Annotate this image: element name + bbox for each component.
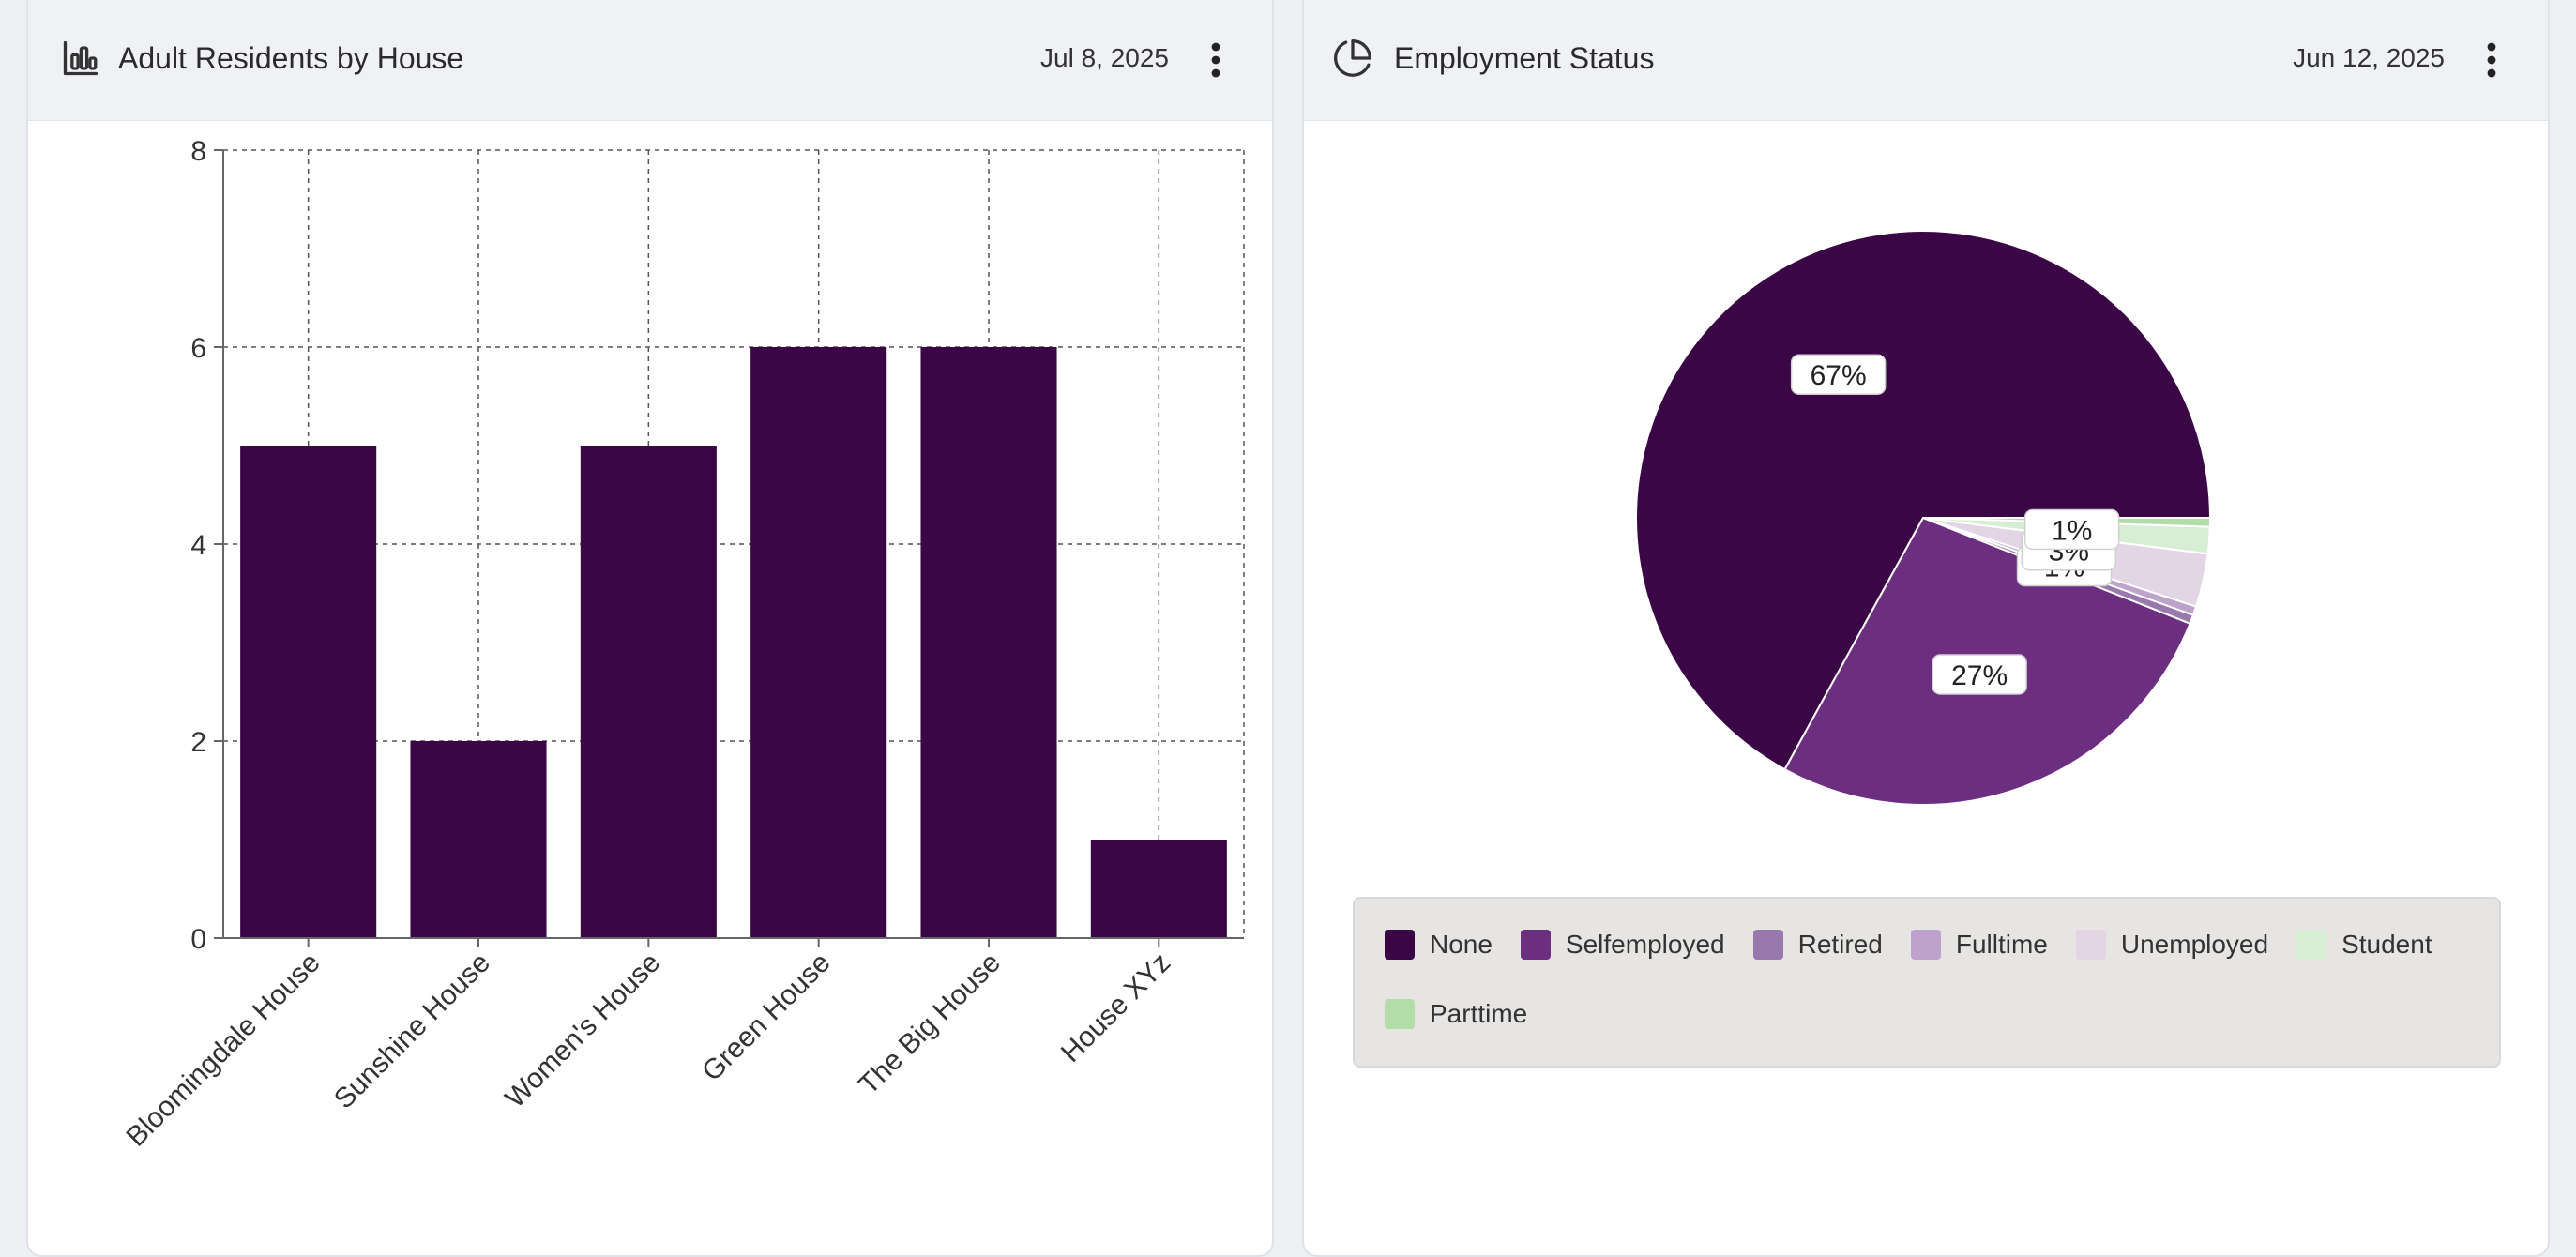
bars bbox=[240, 347, 1227, 938]
y-tick-label: 4 bbox=[190, 530, 206, 561]
adult-residents-card-header: Adult Residents by House Jul 8, 2025 bbox=[28, 0, 1272, 121]
pie-percent-label-box bbox=[1790, 354, 1887, 395]
legend-label: None bbox=[1430, 930, 1493, 959]
pie-slices bbox=[1635, 230, 2212, 806]
x-tick-label: House XYz bbox=[1055, 947, 1176, 1068]
pie-percent-label: 1% bbox=[2023, 508, 2120, 551]
bar bbox=[750, 347, 887, 938]
pie-percent-label: 67% bbox=[1790, 354, 1887, 395]
y-tick-label: 8 bbox=[190, 136, 206, 167]
employment-status-card-header: Employment Status Jun 12, 2025 bbox=[1304, 0, 2548, 121]
pie-percent-label-box bbox=[1932, 654, 2027, 695]
legend-swatch bbox=[2296, 930, 2327, 960]
legend-item[interactable]: Fulltime bbox=[1910, 927, 2048, 962]
legend-swatch bbox=[1385, 930, 1415, 960]
card-title: Adult Residents by House bbox=[118, 41, 464, 75]
pie-percent-label-text: 1% bbox=[2052, 515, 2092, 546]
legend-label: Selfemployed bbox=[1565, 930, 1725, 959]
card-date: Jun 12, 2025 bbox=[2293, 43, 2445, 72]
more-options-icon[interactable] bbox=[1205, 41, 1227, 79]
legend-label: Retired bbox=[1797, 930, 1883, 959]
x-tick-label: Green House bbox=[696, 947, 837, 1088]
legend-swatch bbox=[1910, 930, 1941, 960]
legend-item[interactable]: Student bbox=[2296, 927, 2432, 962]
x-tick-label: Bloomingdale House bbox=[121, 947, 326, 1153]
card-title: Employment Status bbox=[1394, 41, 1655, 75]
legend-item[interactable]: Unemployed bbox=[2075, 927, 2269, 962]
legend-item[interactable]: Selfemployed bbox=[1520, 927, 1725, 962]
legend-swatch bbox=[2075, 930, 2106, 960]
legend-item[interactable]: Retired bbox=[1752, 927, 1883, 962]
bar bbox=[410, 741, 547, 938]
pie-percent-label-text: 27% bbox=[1951, 660, 2008, 691]
legend-swatch bbox=[1385, 999, 1415, 1029]
y-tick-label: 0 bbox=[190, 924, 206, 955]
legend-label: Parttime bbox=[1430, 999, 1528, 1028]
legend-item[interactable]: Parttime bbox=[1385, 996, 1527, 1032]
more-options-icon[interactable] bbox=[2480, 41, 2503, 79]
legend-swatch bbox=[1752, 930, 1783, 960]
card-date: Jul 8, 2025 bbox=[1040, 43, 1169, 72]
x-tick-label: Women's House bbox=[499, 947, 666, 1114]
adult-residents-card: Adult Residents by House Jul 8, 2025 0 2 4… bbox=[26, 0, 1274, 1257]
bar bbox=[920, 347, 1057, 938]
pie-slice bbox=[1635, 230, 2212, 771]
legend-label: Student bbox=[2341, 930, 2432, 959]
pie-chart-icon bbox=[1334, 39, 1371, 77]
y-tick-label: 2 bbox=[190, 727, 206, 758]
pie-legend: None Selfemployed Retired Fulltime Unemploye… bbox=[1353, 897, 2501, 1068]
bar-chart-icon bbox=[63, 40, 98, 76]
pie-chart: 67%27%1%3%1% bbox=[1635, 230, 2212, 806]
bar bbox=[1090, 840, 1227, 938]
bar bbox=[240, 446, 377, 938]
legend-item[interactable]: None bbox=[1385, 927, 1493, 962]
legend-label: Unemployed bbox=[2120, 930, 2269, 959]
x-tick-label: Sunshine House bbox=[328, 947, 496, 1115]
legend-label: Fulltime bbox=[1955, 930, 2048, 959]
pie-percent-label-box bbox=[2023, 508, 2120, 551]
pie-labels: 67%27%1%3%1% bbox=[1790, 354, 2120, 695]
bar-chart: 0 2 4 6 8 Bloomingdale House Sunshine House Wom… bbox=[121, 136, 1245, 1153]
pie-percent-label: 27% bbox=[1932, 654, 2027, 695]
legend-swatch bbox=[1520, 930, 1551, 960]
x-tick-label: The Big House bbox=[853, 947, 1007, 1101]
bar bbox=[580, 446, 717, 938]
employment-status-card: Employment Status Jun 12, 2025 67%27%1%3… bbox=[1302, 0, 2550, 1257]
y-tick-label: 6 bbox=[190, 333, 206, 364]
pie-percent-label-text: 67% bbox=[1811, 360, 1867, 391]
